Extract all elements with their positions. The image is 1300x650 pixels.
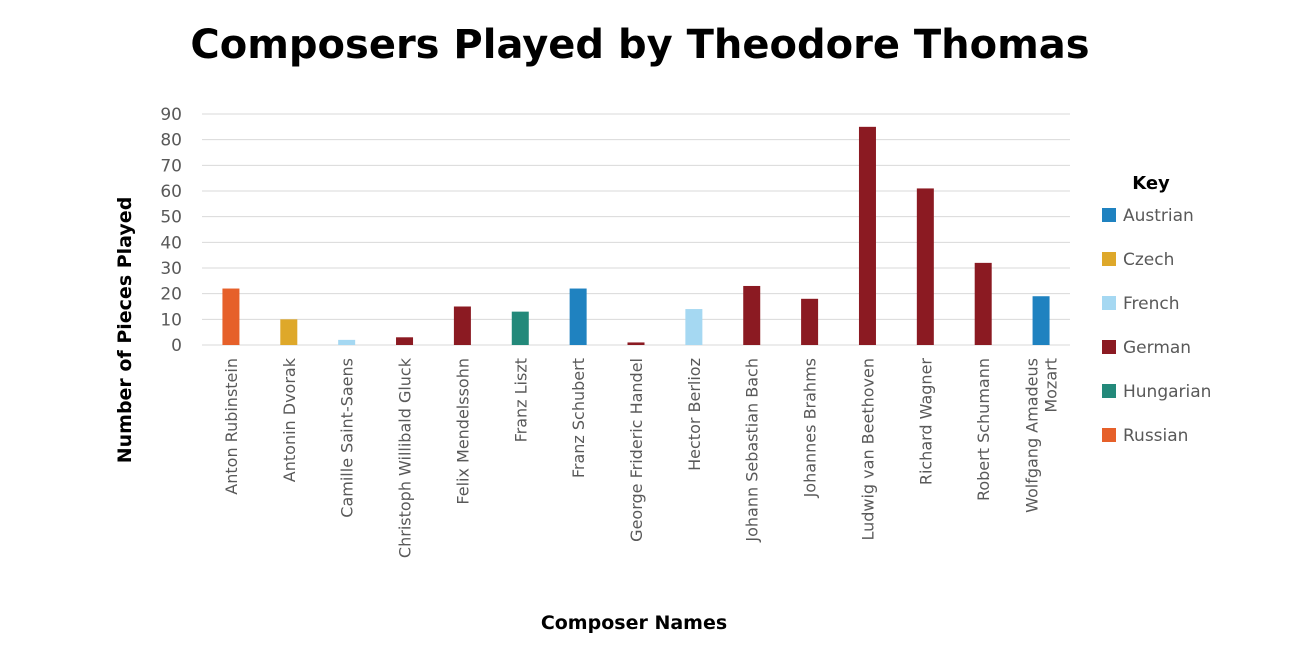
x-category-label: Johannes Brahms (801, 358, 820, 498)
bar (338, 339, 356, 345)
y-tick-label: 30 (160, 259, 182, 279)
x-category-label: Christoph Willibald Gluck (396, 357, 415, 558)
y-tick-label: 80 (160, 131, 182, 151)
legend-title: Key (1132, 173, 1170, 194)
y-tick-label: 50 (160, 208, 182, 228)
bars (222, 126, 1050, 345)
chart-title: Composers Played by Theodore Thomas (190, 22, 1089, 68)
y-axis-title: Number of Pieces Played (114, 197, 136, 464)
bar (627, 342, 645, 345)
y-tick-label: 10 (160, 310, 182, 330)
x-category-label: Franz Liszt (511, 358, 530, 442)
y-axis-ticks: 0 10 20 30 40 50 60 70 80 90 (160, 105, 182, 356)
legend-swatch (1102, 296, 1116, 310)
legend-swatch (1102, 428, 1116, 442)
bar (801, 298, 819, 345)
bar (453, 306, 471, 345)
legend-label: French (1123, 294, 1180, 314)
x-axis-categories: Anton Rubinstein Antonin Dvorak Camille Sa… (222, 357, 1061, 558)
legend-label: Austrian (1123, 206, 1194, 226)
bar (685, 309, 703, 345)
gridlines (202, 113, 1070, 346)
y-tick-label: 20 (160, 285, 182, 305)
x-category-label: Antonin Dvorak (280, 357, 299, 482)
legend-swatch (1102, 208, 1116, 222)
y-tick-label: 90 (160, 105, 182, 125)
x-category-label: Robert Schumann (974, 358, 993, 501)
bar (916, 188, 934, 345)
bar (1032, 296, 1050, 345)
y-tick-label: 60 (160, 182, 182, 202)
x-category-label: Felix Mendelssohn (453, 358, 472, 505)
x-category-label: Wolfgang AmadeusMozart (1023, 358, 1061, 513)
legend: Austrian Czech French German Hungarian Russia… (1102, 206, 1211, 446)
legend-label: Russian (1123, 426, 1188, 446)
legend-label: Hungarian (1123, 382, 1211, 402)
x-category-label: Camille Saint-Saens (338, 358, 357, 518)
legend-swatch (1102, 384, 1116, 398)
y-tick-label: 70 (160, 156, 182, 176)
bar (280, 319, 298, 345)
x-category-label: Hector Berlioz (685, 358, 704, 471)
legend-label: German (1123, 338, 1191, 358)
bar (569, 288, 587, 345)
x-category-label: Johann Sebastian Bach (743, 358, 762, 543)
legend-swatch (1102, 340, 1116, 354)
x-category-label: Ludwig van Beethoven (858, 358, 877, 541)
legend-label: Czech (1123, 250, 1174, 270)
y-tick-label: 0 (171, 336, 182, 356)
x-axis-title: Composer Names (541, 612, 727, 634)
bar (974, 262, 992, 345)
y-tick-label: 40 (160, 233, 182, 253)
x-category-label: George Frideric Handel (627, 358, 646, 542)
bar (396, 337, 414, 345)
x-category-label: Franz Schubert (569, 358, 588, 478)
legend-swatch (1102, 252, 1116, 266)
bar (511, 311, 529, 345)
bar (743, 285, 761, 345)
bar (858, 126, 876, 345)
x-category-label: Richard Wagner (916, 358, 935, 486)
bar (222, 288, 240, 345)
x-category-label: Anton Rubinstein (222, 358, 241, 495)
